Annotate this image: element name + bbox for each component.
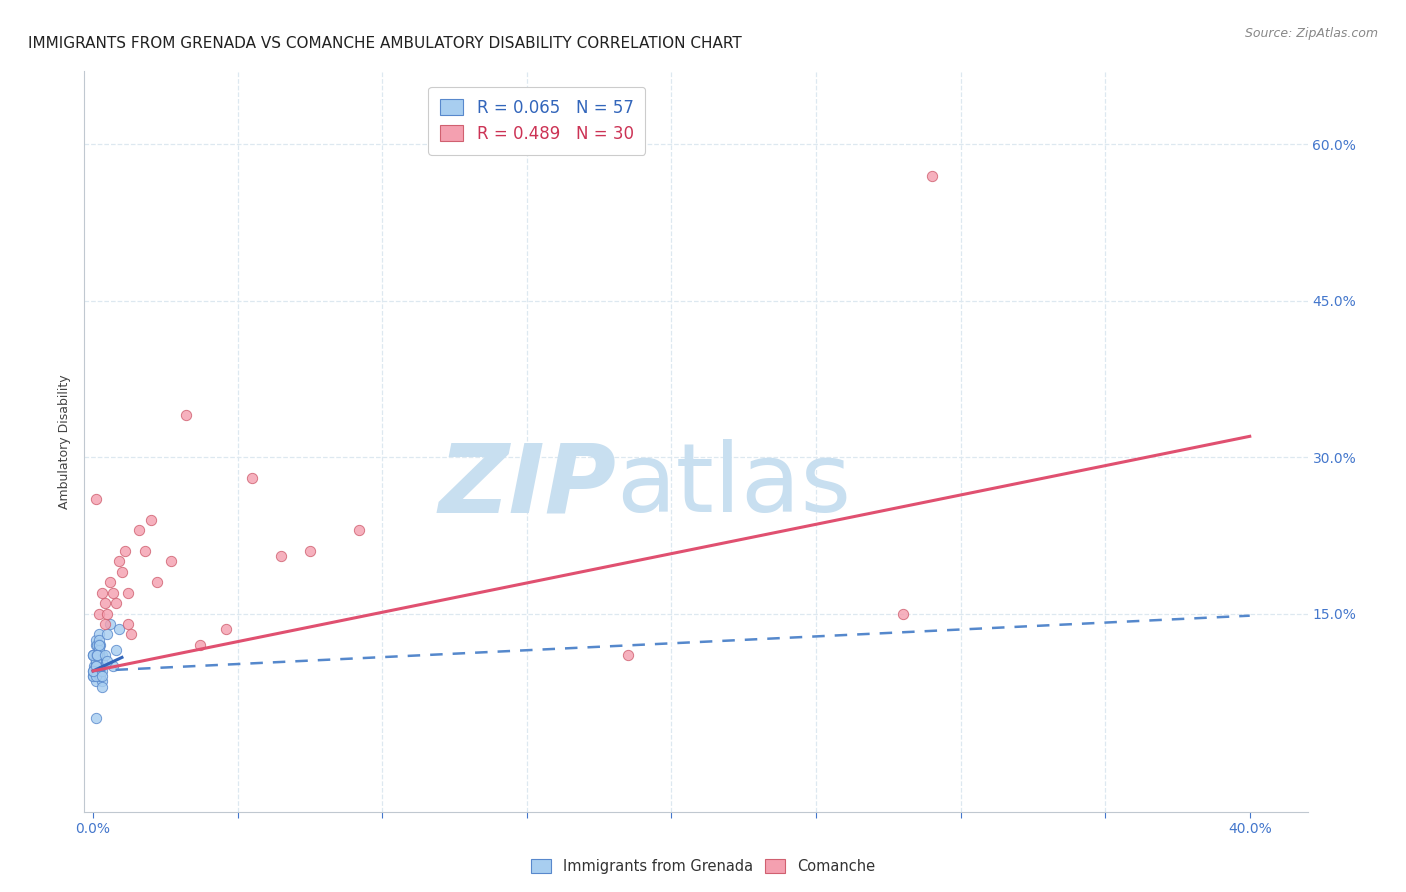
Y-axis label: Ambulatory Disability: Ambulatory Disability (58, 375, 72, 508)
Point (86, 638, 108, 652)
Point (103, 658, 125, 673)
Point (120, 627, 142, 641)
Point (111, 565, 134, 579)
Point (347, 523, 370, 537)
Point (84, 711, 107, 725)
Point (86, 648, 108, 663)
Point (891, 607, 914, 621)
Text: IMMIGRANTS FROM GRENADA VS COMANCHE AMBULATORY DISABILITY CORRELATION CHART: IMMIGRANTS FROM GRENADA VS COMANCHE AMBU… (28, 36, 742, 51)
Point (84, 658, 107, 673)
Point (93, 648, 115, 663)
Point (84, 653, 107, 667)
Point (90, 653, 112, 667)
Point (82, 664, 104, 678)
Point (86, 658, 108, 673)
Point (93, 596, 115, 610)
Point (84, 638, 107, 652)
Point (96, 607, 118, 621)
Point (100, 617, 122, 632)
Point (188, 638, 211, 652)
Point (128, 523, 150, 537)
Point (87, 658, 110, 673)
Point (82, 669, 104, 683)
Point (87, 648, 110, 663)
Point (84, 653, 107, 667)
Legend: Immigrants from Grenada, Comanche: Immigrants from Grenada, Comanche (524, 854, 882, 880)
Point (90, 674, 112, 689)
Point (105, 643, 128, 657)
Point (87, 669, 110, 683)
Point (87, 627, 110, 641)
Point (103, 586, 125, 600)
Point (108, 554, 131, 568)
Point (105, 596, 128, 610)
Point (83, 658, 105, 673)
Point (84, 653, 107, 667)
Point (82, 669, 104, 683)
Point (87, 664, 110, 678)
Point (90, 586, 112, 600)
Point (84, 664, 107, 678)
Point (87, 643, 110, 657)
Point (84, 658, 107, 673)
Point (87, 638, 110, 652)
Point (134, 544, 156, 558)
Text: atlas: atlas (616, 440, 852, 533)
Point (90, 648, 112, 663)
Point (160, 554, 183, 568)
Point (89, 638, 111, 652)
Point (270, 549, 292, 564)
Point (87, 638, 110, 652)
Point (90, 669, 112, 683)
Point (84, 658, 107, 673)
Legend: R = 0.065   N = 57, R = 0.489   N = 30: R = 0.065 N = 57, R = 0.489 N = 30 (429, 87, 645, 155)
Point (87, 664, 110, 678)
Point (87, 607, 110, 621)
Point (90, 680, 112, 694)
Point (84, 648, 107, 663)
Point (108, 622, 131, 636)
Point (298, 544, 321, 558)
Point (82, 664, 104, 678)
Point (117, 617, 139, 632)
Point (240, 471, 263, 485)
Point (921, 169, 943, 183)
Point (93, 617, 115, 632)
Point (84, 658, 107, 673)
Point (139, 513, 162, 527)
Point (84, 669, 107, 683)
Point (84, 632, 107, 647)
Point (86, 669, 108, 683)
Point (86, 648, 108, 663)
Point (145, 575, 167, 590)
Point (84, 674, 107, 689)
Point (96, 653, 118, 667)
Text: ZIP: ZIP (439, 440, 616, 533)
Point (89, 669, 111, 683)
Point (100, 575, 122, 590)
Point (82, 648, 104, 663)
Point (82, 648, 104, 663)
Point (617, 648, 640, 663)
Point (84, 658, 107, 673)
Point (84, 491, 107, 506)
Point (90, 664, 112, 678)
Point (82, 648, 104, 663)
Point (89, 648, 111, 663)
Point (117, 586, 139, 600)
Point (87, 632, 110, 647)
Point (84, 658, 107, 673)
Point (87, 664, 110, 678)
Point (114, 544, 136, 558)
Point (215, 622, 238, 636)
Point (84, 658, 107, 673)
Point (174, 409, 197, 423)
Text: Source: ZipAtlas.com: Source: ZipAtlas.com (1244, 27, 1378, 40)
Point (96, 627, 118, 641)
